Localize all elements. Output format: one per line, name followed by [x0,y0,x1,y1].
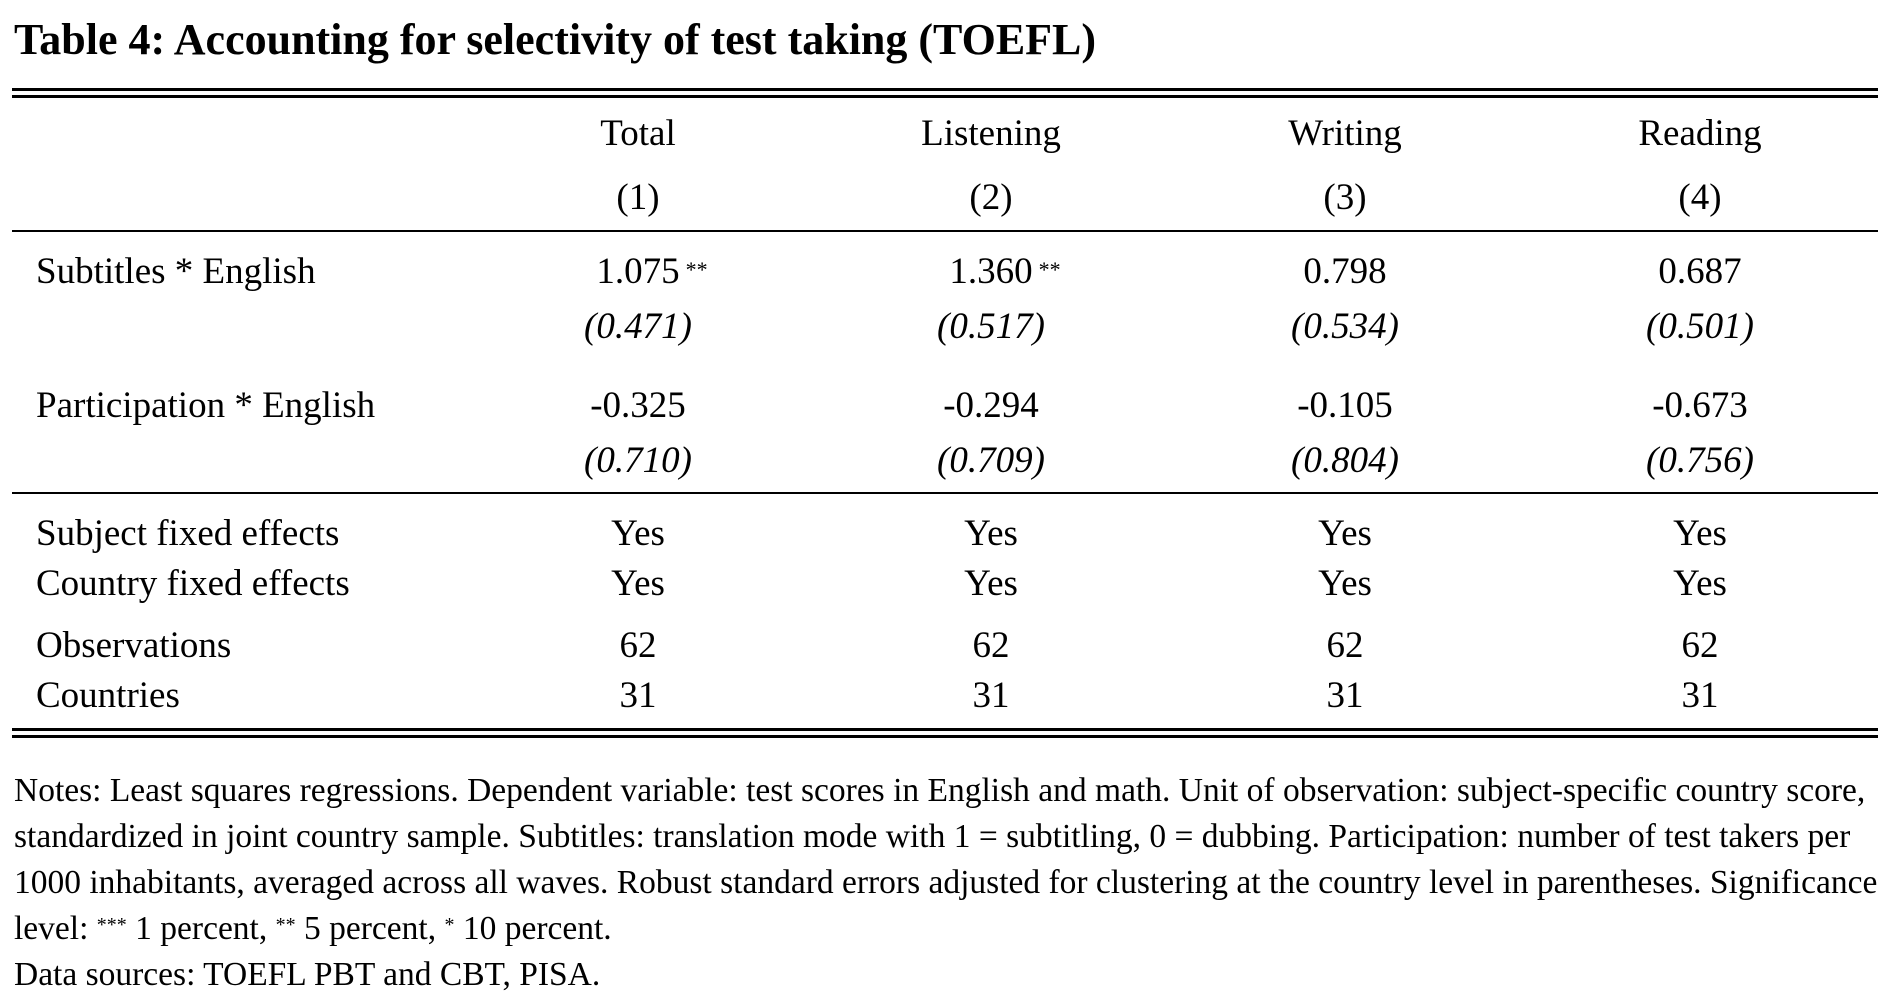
column-number: (2) [969,177,1013,218]
stat-value: Yes [964,563,1018,604]
bottom-rule [12,728,1878,731]
bottom-rule-2 [12,735,1878,738]
stat-value: 62 [1326,625,1364,666]
standard-error: (0.804) [1291,440,1399,481]
coef-value: -0.673 [1652,385,1748,426]
coefficient: 0.798 [1303,250,1386,294]
row-label: Subject fixed effects [36,513,340,554]
table-notes: Notes: Least squares regressions. Depend… [14,768,1880,998]
standard-error: (0.756) [1646,440,1754,481]
standard-error: (0.471) [584,306,692,347]
standard-error: (0.709) [937,440,1045,481]
stat-value: 31 [1326,675,1364,716]
table-title: Table 4: Accounting for selectivity of t… [14,15,1097,64]
row-label: Country fixed effects [36,563,350,604]
column-number: (4) [1678,177,1722,218]
column-header: Reading [1638,113,1762,154]
standard-error: (0.517) [937,306,1045,347]
coefficient: 1.360 ** [949,250,1060,294]
significance-stars: ** [1038,257,1061,282]
column-number: (3) [1323,177,1367,218]
coef-value: 0.798 [1303,251,1387,292]
coef-value: -0.325 [590,385,686,426]
sig-1-text: 10 percent. [454,910,612,947]
column-header: Listening [921,113,1061,154]
coefficient: -0.673 [1652,384,1748,428]
standard-error: (0.534) [1291,306,1399,347]
stat-value: 31 [972,675,1010,716]
standard-error: (0.710) [584,440,692,481]
column-header: Total [600,113,676,154]
coefficient: -0.325 [590,384,686,428]
stat-value: 31 [1681,675,1719,716]
sig-1: * [444,914,455,936]
row-label: Participation * English [36,385,376,426]
row-label: Subtitles * English [36,251,316,292]
row-label: Countries [36,675,180,716]
stat-value: Yes [964,513,1018,554]
coefficient: 1.075 ** [596,250,707,294]
column-header: Writing [1288,113,1402,154]
stat-value: Yes [1318,563,1372,604]
coefficient: 0.687 [1658,250,1741,294]
coef-value: 0.687 [1658,251,1742,292]
stat-value: 31 [619,675,657,716]
coefficient: -0.105 [1297,384,1393,428]
sig-3: *** [96,914,127,936]
top-rule [12,88,1878,91]
stat-value: 62 [1681,625,1719,666]
stat-value: Yes [1318,513,1372,554]
coef-value: 1.075 [596,251,680,292]
stat-value: Yes [611,513,665,554]
stat-value: Yes [1673,563,1727,604]
coefficient: -0.294 [943,384,1039,428]
top-rule-2 [12,95,1878,98]
notes-text: Notes: Least squares regressions. Depend… [14,772,1878,947]
stat-value: Yes [1673,513,1727,554]
sig-2: ** [275,914,296,936]
data-sources: Data sources: TOEFL PBT and CBT, PISA. [14,956,601,993]
standard-error: (0.501) [1646,306,1754,347]
stat-value: 62 [972,625,1010,666]
sig-3-text: 1 percent, [126,910,276,947]
coef-value: -0.294 [943,385,1039,426]
header-rule [12,230,1878,232]
coef-value: -0.105 [1297,385,1393,426]
row-label: Observations [36,625,232,666]
column-number: (1) [616,177,660,218]
stat-value: 62 [619,625,657,666]
stat-value: Yes [611,563,665,604]
coef-value: 1.360 [949,251,1033,292]
mid-rule [12,492,1878,494]
sig-2-text: 5 percent, [295,910,445,947]
significance-stars: ** [685,257,708,282]
